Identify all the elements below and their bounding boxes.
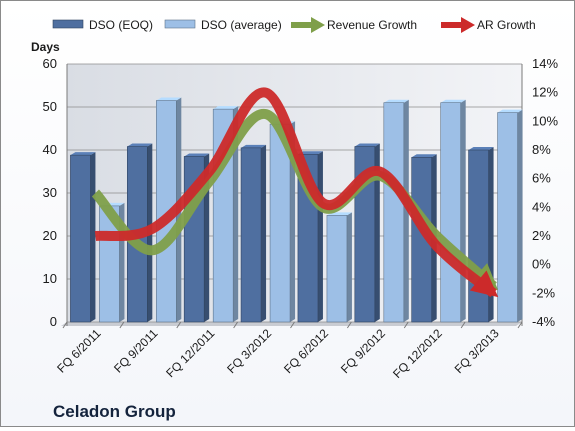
legend-label: AR Growth [477,18,536,32]
legend-item: Revenue Growth [291,17,417,33]
bar [269,121,296,323]
legend-label: DSO (average) [201,18,282,32]
bar-front [240,147,262,323]
bar-front [326,215,348,323]
legend-label: Revenue Growth [327,18,417,32]
legend-swatch [164,19,196,29]
bar-side [346,212,352,322]
legend-item: AR Growth [441,17,536,33]
bar-top [411,154,437,158]
y-right-tick-label: 12% [532,85,558,100]
bar-side [517,109,523,322]
y-right-tick-label: -4% [532,314,556,329]
bar-front [383,102,405,323]
bar-top [354,143,380,147]
y-left-axis-title: Days [31,40,60,54]
legend-item: DSO (EOQ) [52,18,153,32]
bar-side [290,121,296,322]
x-category-label: FQ 3/2013 [452,326,502,376]
x-tick-mark [290,321,295,329]
bar-side [233,106,239,323]
legend-arrowhead [461,17,475,33]
series-arrowhead [469,270,499,298]
bar-top [184,153,210,157]
bar-side [460,99,466,322]
bar-top [156,97,182,101]
legend-swatch [52,19,84,29]
y-left-tick-label: 30 [43,185,57,200]
bar-front [70,154,91,323]
bar-top [127,143,153,147]
y-left-tick-label: 40 [43,142,57,157]
chart-caption: Celadon Group [53,402,176,421]
bar [156,97,182,323]
bar [383,99,409,323]
y-left-tick-label: 50 [43,99,57,114]
legend-label: DSO (EOQ) [89,18,153,32]
y-right-tick-label: 6% [532,171,551,186]
bar-top [440,99,466,103]
bar-top [241,144,267,148]
bar [497,109,523,323]
y-right-tick-label: -2% [532,285,556,300]
bar-top [468,147,494,150]
bar-side [204,153,210,322]
y-right-tick-label: 0% [532,257,551,272]
bar-top [70,152,96,156]
x-tick-mark [403,321,409,329]
x-category-label: FQ 6/2011 [54,326,104,376]
x-category-label: FQ 9/2012 [338,326,388,376]
y-right-tick-label: 4% [532,199,551,214]
bar-front [440,102,461,323]
y-right-tick-label: 10% [532,113,558,128]
y-left-tick-label: 0 [50,314,57,329]
y-right-tick-label: 2% [532,228,551,243]
x-tick-mark [233,321,239,329]
bar-front [468,149,489,323]
x-tick-mark [119,321,125,329]
bar-front [497,112,518,323]
y-left-tick-label: 10 [43,271,57,286]
bar-side [317,151,323,322]
legend: DSO (EOQ) DSO (average) Revenue Growth AR G… [52,17,536,33]
bar-side [403,99,409,322]
bar [70,152,96,323]
x-category-label: FQ 12/2011 [163,326,217,380]
y-right-tick-label: 8% [532,142,551,157]
x-category-label: FQ 3/2012 [224,326,274,376]
bar-side [90,152,96,322]
bar-side [261,144,267,322]
bar [440,99,466,323]
x-category-label: FQ 9/2011 [111,326,161,376]
plot-floor [61,322,522,326]
bar-top [297,151,323,155]
bar-top [497,109,523,113]
x-tick-mark [346,321,352,329]
x-tick-mark [62,321,68,329]
series-line [94,87,497,298]
x-tick-mark [176,321,182,329]
line-series [94,87,499,298]
y-left-tick-label: 60 [43,56,57,71]
bar-top [213,106,239,110]
legend-arrowhead [311,17,325,33]
x-tick-mark [460,321,466,329]
bar-side [374,143,380,322]
legend-item: DSO (average) [164,18,282,32]
x-category-label: FQ 6/2012 [281,326,331,376]
x-category-label: FQ 12/2012 [390,326,445,381]
y-left-tick-label: 20 [43,228,57,243]
x-tick-mark [517,321,523,329]
y-right-tick-label: 14% [532,56,558,71]
bar [326,212,352,323]
bar-top [383,99,409,103]
bar [240,144,267,323]
